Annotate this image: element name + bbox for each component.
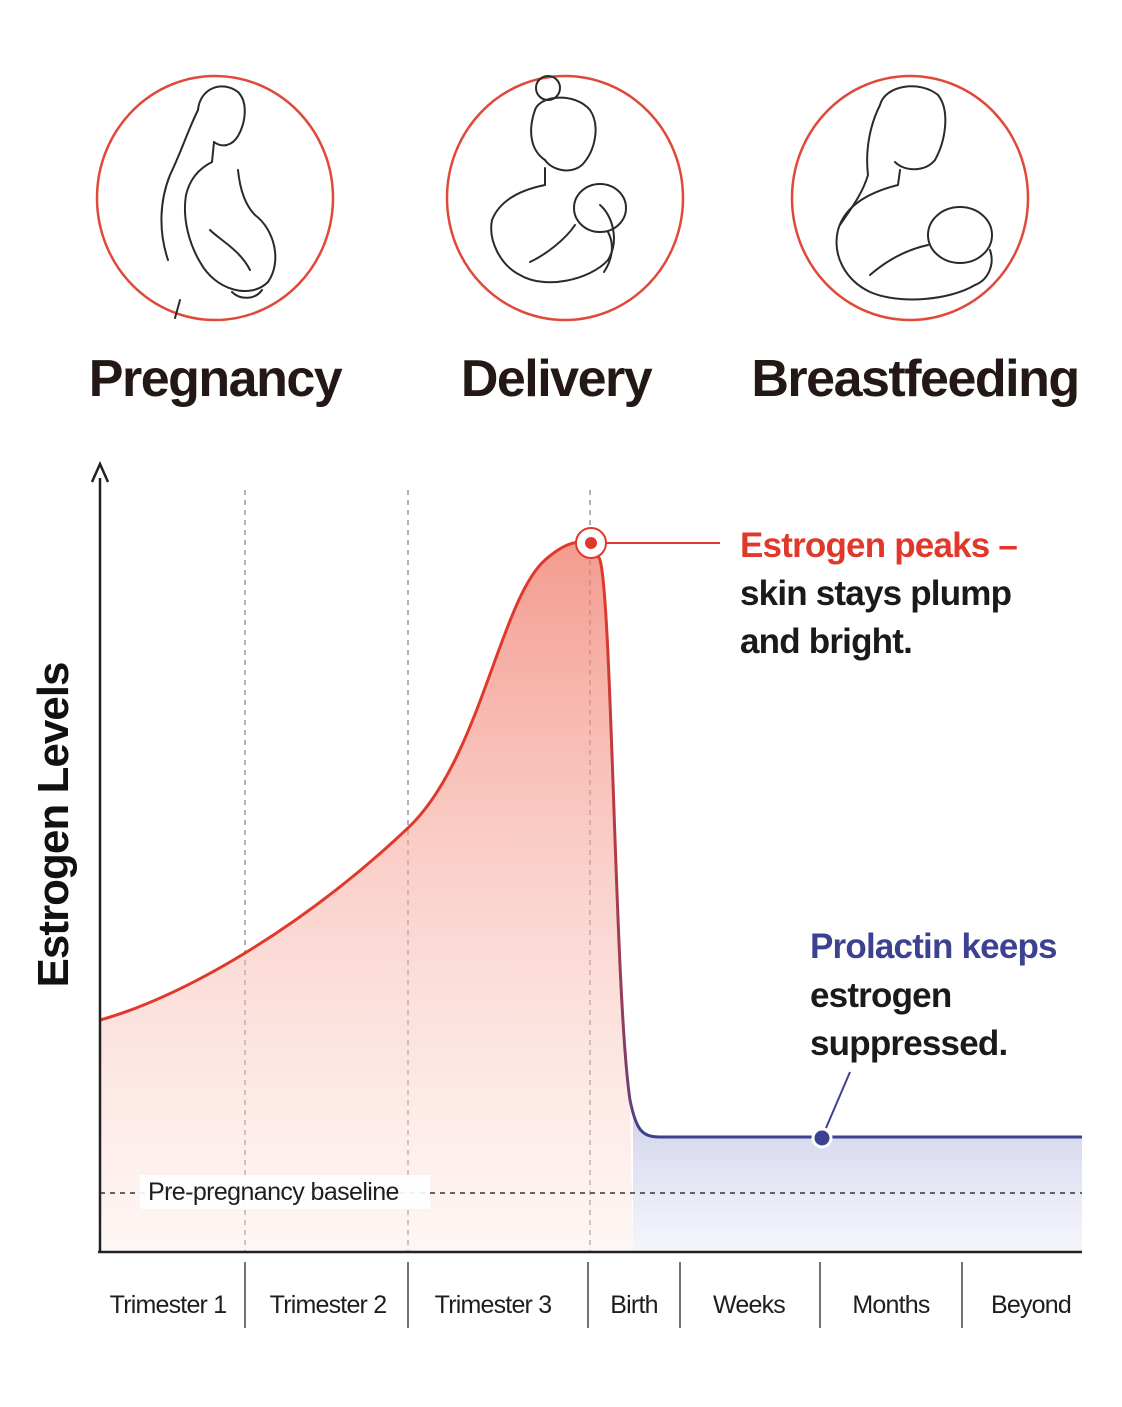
category-label: Birth bbox=[610, 1291, 657, 1319]
stage-circle bbox=[445, 74, 685, 322]
estrogen-area bbox=[100, 542, 633, 1252]
prolactin-dot bbox=[811, 1127, 833, 1149]
category-label: Beyond bbox=[991, 1291, 1071, 1319]
y-axis-arrow bbox=[90, 460, 110, 483]
delivery-illustration bbox=[490, 75, 627, 284]
peak-annotation: Estrogen peaks – bbox=[740, 526, 1017, 565]
prolactin-annotation: estrogen bbox=[810, 976, 951, 1015]
baseline-label: Pre-pregnancy baseline bbox=[148, 1178, 399, 1206]
stage-title: Delivery bbox=[461, 350, 653, 408]
peak-annotation: and bright. bbox=[740, 622, 912, 661]
prolactin-annotation: Prolactin keeps bbox=[810, 927, 1057, 966]
stage-circle bbox=[95, 74, 335, 322]
stage-title: Pregnancy bbox=[89, 350, 343, 408]
category-label: Trimester 3 bbox=[435, 1291, 552, 1319]
category-label: Trimester 2 bbox=[270, 1291, 387, 1319]
category-separators bbox=[244, 1262, 963, 1328]
prolactin-annotation: suppressed. bbox=[810, 1024, 1007, 1063]
peak-annotation: skin stays plump bbox=[740, 574, 1011, 613]
categories: Trimester 1 Trimester 2 Trimester 3 Birt… bbox=[110, 1291, 1072, 1319]
breastfeeding-illustration bbox=[835, 85, 993, 301]
estrogen-curve bbox=[99, 540, 1082, 1139]
prolactin-leader bbox=[825, 1071, 851, 1129]
stage-icons bbox=[95, 74, 1030, 322]
category-label: Months bbox=[852, 1291, 929, 1319]
stage-title: Breastfeeding bbox=[751, 350, 1078, 408]
baseline-label-bg bbox=[140, 1175, 430, 1209]
pregnancy-illustration bbox=[160, 85, 277, 319]
peak-dot bbox=[585, 537, 597, 549]
stage-circle bbox=[790, 74, 1030, 322]
category-label: Trimester 1 bbox=[110, 1291, 227, 1319]
prolactin-area bbox=[633, 1105, 1082, 1252]
category-label: Weeks bbox=[713, 1291, 785, 1319]
y-axis-label: Estrogen Levels bbox=[29, 663, 78, 988]
